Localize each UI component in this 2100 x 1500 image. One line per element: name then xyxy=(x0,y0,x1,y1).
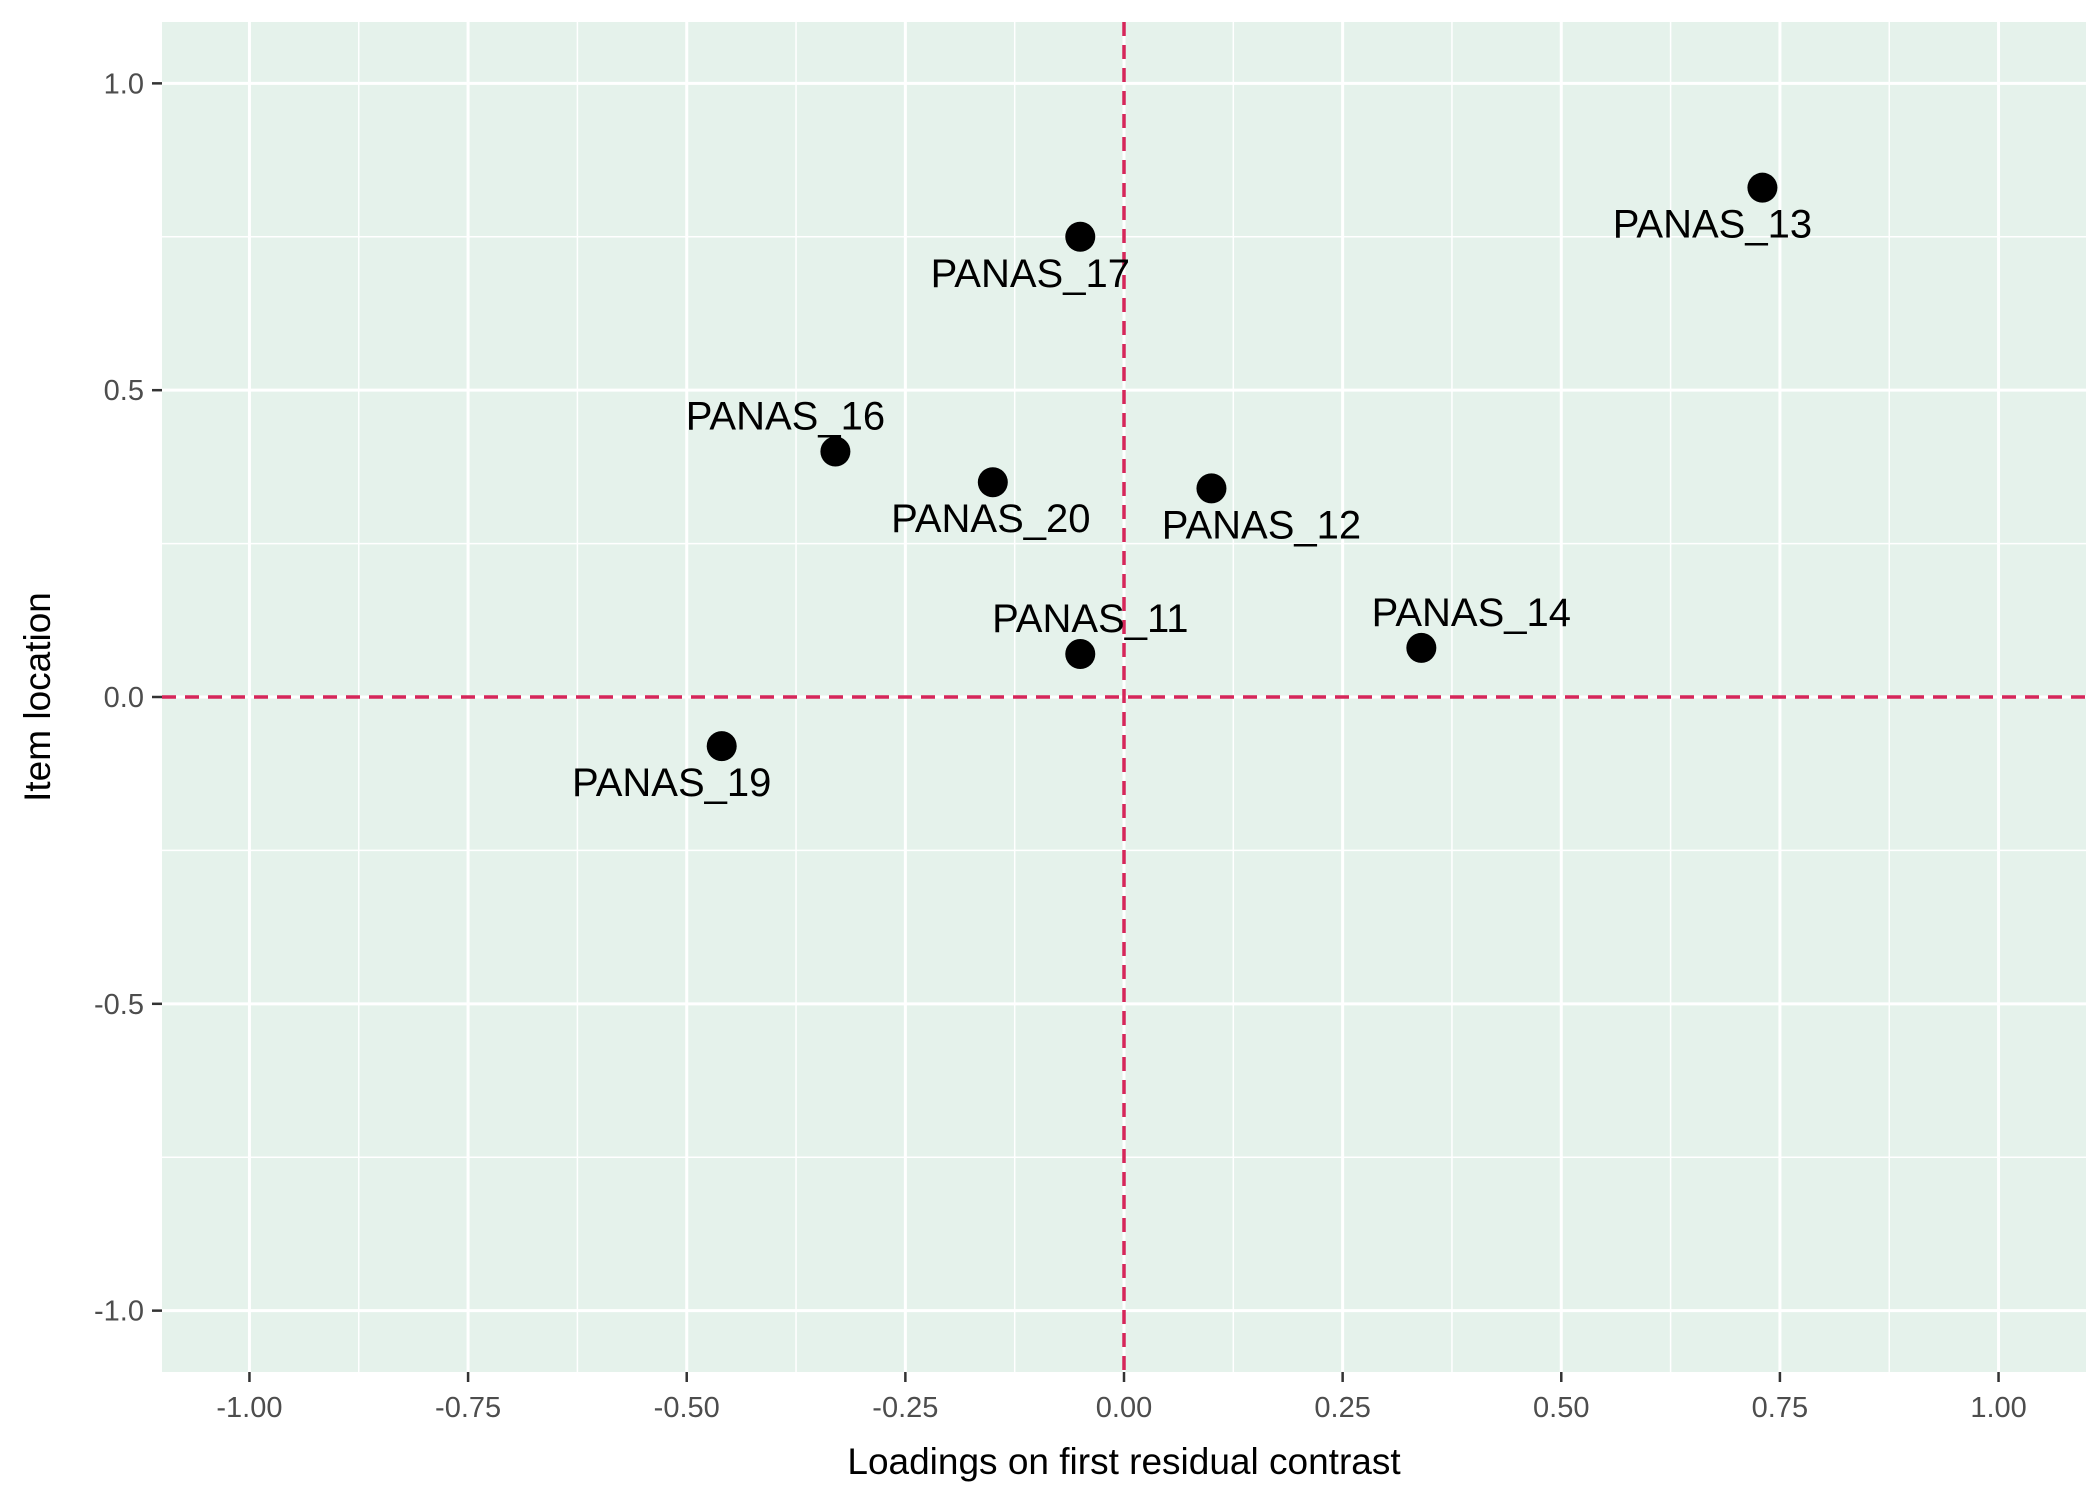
y-tick-label: 0.5 xyxy=(104,375,144,407)
x-tick-label: 0.25 xyxy=(1314,1392,1370,1424)
data-point xyxy=(1747,172,1778,203)
data-label: PANAS_20 xyxy=(891,497,1090,541)
data-label: PANAS_17 xyxy=(931,252,1130,296)
x-tick-label: -0.25 xyxy=(872,1392,938,1424)
data-label: PANAS_11 xyxy=(992,597,1188,641)
data-label: PANAS_16 xyxy=(686,395,885,439)
data-point xyxy=(1196,473,1227,504)
data-point xyxy=(1406,632,1437,663)
data-point xyxy=(1065,639,1096,670)
data-label: PANAS_14 xyxy=(1372,591,1571,635)
x-tick-label: 0.00 xyxy=(1096,1392,1152,1424)
data-point xyxy=(820,436,851,467)
data-label: PANAS_19 xyxy=(572,761,771,805)
x-tick-label: 1.00 xyxy=(1970,1392,2026,1424)
data-label: PANAS_13 xyxy=(1613,203,1812,247)
y-tick-label: -1.0 xyxy=(94,1296,144,1328)
y-tick-label: -0.5 xyxy=(94,989,144,1021)
x-tick-label: -0.75 xyxy=(435,1392,501,1424)
y-axis: -1.0 -0.5 0.0 0.5 1.0 xyxy=(94,68,162,1328)
x-tick-label: -1.00 xyxy=(216,1392,282,1424)
reference-lines xyxy=(162,22,2086,1372)
x-axis: -1.00 -0.75 -0.50 -0.25 0.00 0.25 0.50 0.75 1.00 xyxy=(216,1372,2027,1424)
x-tick-label: 0.75 xyxy=(1752,1392,1808,1424)
data-label: PANAS_12 xyxy=(1162,503,1361,547)
x-tick-label: 0.50 xyxy=(1533,1392,1589,1424)
data-labels: PANAS_11 PANAS_12 PANAS_13 PANAS_14 PANAS_16… xyxy=(572,203,1812,805)
y-tick-label: 1.0 xyxy=(104,68,144,100)
y-axis-title: Item location xyxy=(17,592,58,802)
x-axis-title: Loadings on first residual contrast xyxy=(847,1441,1401,1482)
data-points xyxy=(706,172,1778,762)
data-point xyxy=(1065,221,1096,252)
data-point xyxy=(706,731,737,762)
data-point xyxy=(977,467,1008,498)
x-tick-label: -0.50 xyxy=(654,1392,720,1424)
y-tick-label: 0.0 xyxy=(104,682,144,714)
